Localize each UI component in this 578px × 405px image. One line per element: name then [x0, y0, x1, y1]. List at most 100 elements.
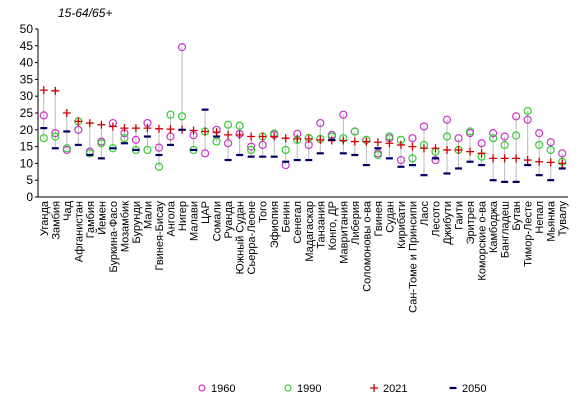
legend-label: 2050 — [462, 383, 486, 395]
y-tick-label: 25 — [20, 106, 34, 120]
y-tick-label: 10 — [20, 156, 34, 170]
legend-label: 1990 — [297, 383, 321, 395]
point-2021 — [304, 134, 313, 143]
point-1960 — [316, 118, 325, 128]
point-2021 — [316, 135, 325, 144]
category-label: Буркина-Фасо — [108, 201, 120, 273]
point-1960 — [39, 111, 48, 120]
point-1960 — [258, 140, 267, 150]
point-2021 — [201, 127, 210, 136]
point-2021 — [443, 145, 452, 154]
point-1990 — [143, 145, 152, 155]
point-2021 — [62, 109, 71, 117]
category-label: Тувалу — [557, 201, 569, 237]
point-2021 — [546, 158, 555, 167]
point-1960 — [419, 122, 429, 131]
point-2021 — [466, 147, 475, 156]
category-label: Мозамбик — [119, 201, 131, 252]
point-1960 — [51, 129, 60, 138]
point-2021 — [362, 137, 371, 146]
category-label: Кирибати — [396, 201, 408, 249]
point-1960 — [442, 115, 452, 124]
category-label: Соломоновы о-ва — [361, 200, 373, 292]
point-1960 — [154, 143, 164, 152]
point-2021 — [108, 122, 117, 131]
legend-marker-1960 — [198, 384, 206, 392]
point-2021 — [120, 124, 129, 133]
point-1990 — [523, 106, 532, 116]
chart-title: 15-64/65+ — [58, 6, 112, 20]
category-label: Чад — [62, 200, 74, 220]
category-label: Гамбия — [85, 201, 97, 238]
category-label: Эфиопия — [269, 201, 281, 248]
point-2021 — [224, 130, 233, 139]
category-label: Афганистан — [73, 201, 85, 262]
point-2021 — [235, 130, 244, 139]
point-1960 — [512, 112, 521, 121]
category-label: Конго, ДР — [327, 201, 339, 250]
category-label: Сенегал — [292, 201, 304, 244]
data-marks — [39, 43, 567, 183]
category-label: Тимор-Лесте — [523, 201, 535, 267]
point-1960 — [224, 139, 233, 148]
point-2021 — [51, 86, 60, 95]
point-2021 — [270, 132, 279, 141]
point-2021 — [293, 134, 302, 143]
category-label: Камбоджа — [488, 200, 500, 253]
point-1990 — [166, 110, 175, 119]
point-2021 — [212, 128, 221, 137]
y-tick-label: 50 — [20, 22, 34, 36]
legend-label: 1960 — [211, 383, 235, 395]
category-label: Коморские о-ва — [477, 200, 489, 280]
category-label: Руанда — [223, 200, 235, 238]
legend: 1960 1990 2021 2050 — [198, 383, 486, 395]
point-2021 — [154, 124, 163, 133]
legend-label: 2021 — [383, 383, 407, 395]
point-1990 — [465, 127, 475, 136]
category-label: Того — [258, 201, 270, 223]
point-2021 — [489, 154, 498, 163]
stems — [43, 47, 563, 182]
point-2021 — [131, 124, 140, 133]
point-2021 — [373, 138, 382, 147]
point-2021 — [189, 126, 198, 135]
category-label: Либерия — [350, 201, 362, 245]
point-2021 — [247, 132, 256, 141]
axes: 0 5 10 15 20 25 30 35 40 45 50 — [20, 22, 568, 204]
category-label: ЦАР — [200, 201, 212, 224]
category-label: Ангола — [166, 200, 178, 236]
point-1960 — [396, 155, 406, 165]
category-label: Мали — [142, 201, 154, 229]
point-1960 — [431, 155, 440, 165]
category-label: Бурунди — [131, 201, 143, 244]
point-2021 — [339, 136, 348, 145]
category-label: Сьерра-Леоне — [246, 201, 258, 274]
category-label: Нигер — [177, 201, 189, 231]
point-2021 — [166, 125, 175, 134]
point-1960 — [523, 115, 532, 124]
point-1990 — [120, 134, 129, 143]
category-label: Судан — [384, 201, 396, 233]
category-label: Лесото — [431, 201, 443, 237]
point-1990 — [373, 150, 382, 160]
point-2021 — [558, 159, 567, 168]
point-2021 — [408, 142, 417, 151]
point-1990 — [224, 120, 233, 129]
point-1990 — [154, 162, 164, 171]
point-1960 — [131, 135, 141, 144]
category-label: Йемен — [95, 201, 108, 235]
point-1990 — [97, 139, 106, 148]
category-label: Бутан — [511, 201, 523, 231]
point-2021 — [350, 137, 359, 146]
category-label: Бенин — [281, 201, 293, 233]
point-2021 — [477, 149, 486, 158]
legend-marker-1990 — [284, 384, 292, 392]
category-label: Бангладеш — [500, 201, 512, 258]
y-tick-label: 5 — [26, 173, 33, 187]
point-1960 — [489, 129, 498, 138]
legend-marker-2021 — [370, 384, 378, 392]
category-label: Танзания — [315, 201, 327, 249]
point-1960 — [408, 134, 417, 143]
point-2021 — [431, 144, 440, 153]
category-label: Сомали — [212, 201, 224, 241]
